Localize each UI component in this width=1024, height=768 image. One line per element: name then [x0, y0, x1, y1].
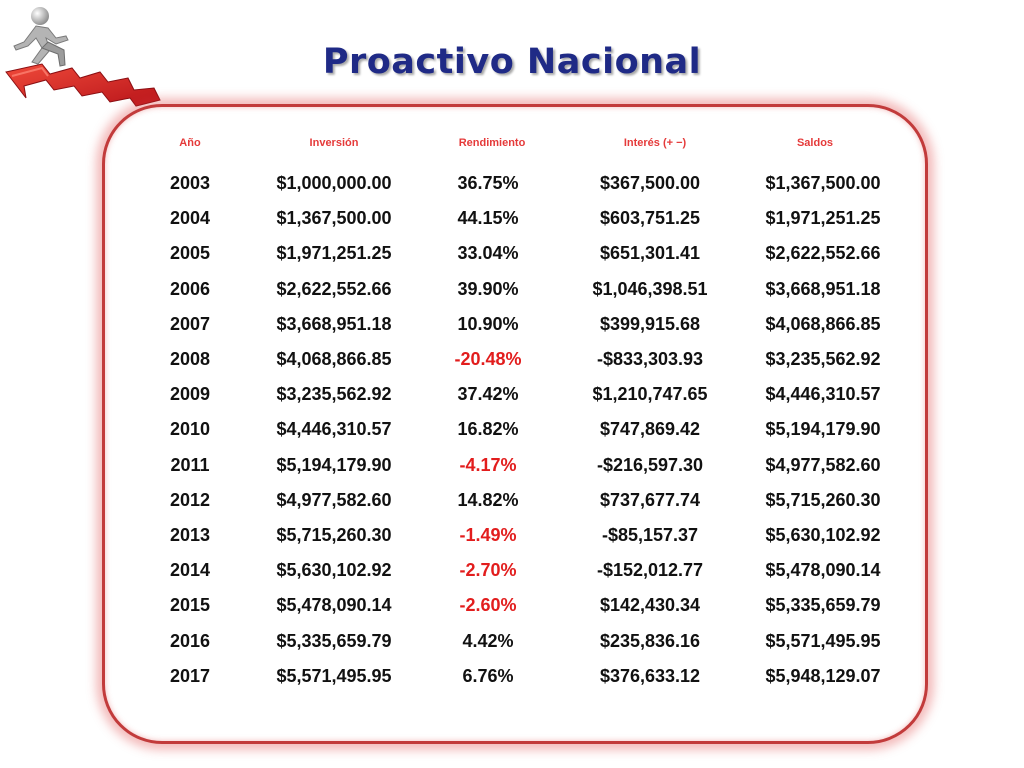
- table-row: 2012 $4,977,582.60 14.82% $737,677.74 $5,715…: [0, 490, 1024, 514]
- cell-balance: $5,715,260.30: [765, 489, 881, 510]
- cell-yield: 14.82%: [457, 489, 519, 510]
- cell-investment: $4,068,866.85: [276, 349, 392, 369]
- cell-interest: -$152,012.77: [596, 560, 704, 581]
- cell-year: 2010: [169, 419, 211, 440]
- cell-yield: 16.82%: [457, 419, 519, 440]
- cell-balance: $3,235,562.92: [765, 349, 881, 369]
- cell-balance: $5,478,090.14: [765, 560, 881, 581]
- cell-interest: $235,836.16: [599, 630, 701, 651]
- cell-yield: 6.76%: [462, 665, 514, 686]
- cell-investment: $1,971,251.25: [276, 243, 392, 264]
- cell-year: 2008: [169, 349, 211, 369]
- header-year: Año: [179, 137, 201, 149]
- table-row: 2015 $5,478,090.14 -2.60% $142,430.34 $5,335…: [0, 595, 1024, 619]
- table-row: 2011 $5,194,179.90 -4.17% -$216,597.30 $4,97…: [0, 455, 1024, 479]
- cell-balance: $5,630,102.92: [765, 525, 881, 545]
- cell-year: 2014: [169, 560, 211, 581]
- cell-balance: $3,668,951.18: [765, 278, 881, 299]
- table-frame: [102, 104, 928, 744]
- cell-interest: $367,500.00: [599, 173, 701, 193]
- cell-yield: -2.60%: [459, 595, 517, 616]
- cell-balance: $5,948,129.07: [765, 665, 881, 686]
- cell-yield: 37.42%: [457, 384, 519, 405]
- cell-interest: -$85,157.37: [601, 525, 699, 545]
- cell-year: 2013: [169, 525, 211, 545]
- cell-investment: $5,630,102.92: [276, 560, 392, 581]
- table-row: 2005 $1,971,251.25 33.04% $651,301.41 $2,622…: [0, 243, 1024, 267]
- cell-balance: $4,446,310.57: [765, 384, 881, 405]
- cell-yield: 39.90%: [457, 278, 519, 299]
- cell-investment: $5,478,090.14: [276, 595, 392, 616]
- cell-yield: 10.90%: [457, 313, 519, 334]
- cell-year: 2012: [169, 489, 211, 510]
- page-title: Proactivo Nacional: [322, 42, 702, 82]
- cell-year: 2003: [169, 173, 211, 193]
- table-row: 2010 $4,446,310.57 16.82% $747,869.42 $5,194…: [0, 419, 1024, 443]
- cell-interest: $399,915.68: [599, 313, 701, 334]
- cell-balance: $1,971,251.25: [765, 208, 881, 229]
- cell-balance: $4,068,866.85: [765, 313, 881, 334]
- cell-interest: $737,677.74: [599, 489, 701, 510]
- cell-year: 2011: [170, 454, 210, 475]
- table-row: 2006 $2,622,552.66 39.90% $1,046,398.51 $3,6…: [0, 279, 1024, 303]
- cell-interest: -$216,597.30: [596, 454, 704, 475]
- cell-investment: $1,000,000.00: [276, 173, 392, 193]
- cell-yield: -2.70%: [459, 560, 517, 581]
- cell-balance: $2,622,552.66: [765, 243, 881, 264]
- cell-yield: -20.48%: [454, 349, 522, 369]
- cell-balance: $4,977,582.60: [765, 454, 881, 475]
- cell-interest: $747,869.42: [599, 419, 701, 440]
- cell-investment: $4,446,310.57: [276, 419, 392, 440]
- cell-year: 2015: [169, 595, 211, 616]
- cell-investment: $4,977,582.60: [276, 489, 392, 510]
- cell-yield: -4.17%: [459, 454, 517, 475]
- table-row: 2014 $5,630,102.92 -2.70% -$152,012.77 $5,47…: [0, 560, 1024, 584]
- cell-investment: $5,715,260.30: [276, 525, 392, 545]
- table-row: 2009 $3,235,562.92 37.42% $1,210,747.65 $4,4…: [0, 384, 1024, 408]
- header-yield: Rendimiento: [458, 137, 526, 149]
- cell-interest: $1,046,398.51: [592, 278, 708, 299]
- table-row: 2007 $3,668,951.18 10.90% $399,915.68 $4,068…: [0, 314, 1024, 338]
- cell-yield: 4.42%: [462, 630, 514, 651]
- cell-yield: -1.49%: [459, 525, 517, 545]
- cell-investment: $3,668,951.18: [276, 313, 392, 334]
- cell-year: 2009: [169, 384, 211, 405]
- header-investment: Inversión: [309, 137, 359, 149]
- cell-interest: $142,430.34: [599, 595, 701, 616]
- cell-investment: $5,571,495.95: [276, 665, 392, 686]
- table-row: 2013 $5,715,260.30 -1.49% -$85,157.37 $5,630…: [0, 525, 1024, 549]
- cell-investment: $1,367,500.00: [276, 208, 392, 229]
- cell-balance: $5,335,659.79: [765, 595, 881, 616]
- cell-yield: 36.75%: [457, 173, 519, 193]
- cell-interest: $376,633.12: [599, 665, 701, 686]
- cell-year: 2007: [169, 313, 211, 334]
- cell-balance: $5,194,179.90: [765, 419, 881, 440]
- cell-interest: $1,210,747.65: [592, 384, 708, 405]
- table-row: 2017 $5,571,495.95 6.76% $376,633.12 $5,948,…: [0, 666, 1024, 690]
- cell-balance: $5,571,495.95: [765, 630, 881, 651]
- cell-interest: $651,301.41: [599, 243, 701, 264]
- cell-interest: $603,751.25: [599, 208, 701, 229]
- cell-year: 2004: [169, 208, 211, 229]
- cell-interest: -$833,303.93: [596, 349, 704, 369]
- table-row: 2008 $4,068,866.85 -20.48% -$833,303.93 $3,2…: [0, 349, 1024, 373]
- cell-yield: 44.15%: [457, 208, 519, 229]
- table-row: 2003 $1,000,000.00 36.75% $367,500.00 $1,367…: [0, 173, 1024, 197]
- cell-yield: 33.04%: [457, 243, 519, 264]
- runner-stairs-logo: [5, 7, 161, 107]
- header-interest: Interés (+ −): [623, 137, 687, 149]
- cell-year: 2017: [169, 665, 211, 686]
- cell-year: 2005: [169, 243, 211, 264]
- cell-investment: $5,335,659.79: [276, 630, 392, 651]
- header-balance: Saldos: [796, 137, 834, 149]
- cell-investment: $5,194,179.90: [276, 454, 392, 475]
- cell-investment: $3,235,562.92: [276, 384, 392, 405]
- cell-investment: $2,622,552.66: [276, 278, 392, 299]
- cell-year: 2016: [169, 630, 211, 651]
- cell-year: 2006: [169, 278, 211, 299]
- table-row: 2016 $5,335,659.79 4.42% $235,836.16 $5,571,…: [0, 631, 1024, 655]
- table-row: 2004 $1,367,500.00 44.15% $603,751.25 $1,971…: [0, 208, 1024, 232]
- cell-balance: $1,367,500.00: [765, 173, 881, 193]
